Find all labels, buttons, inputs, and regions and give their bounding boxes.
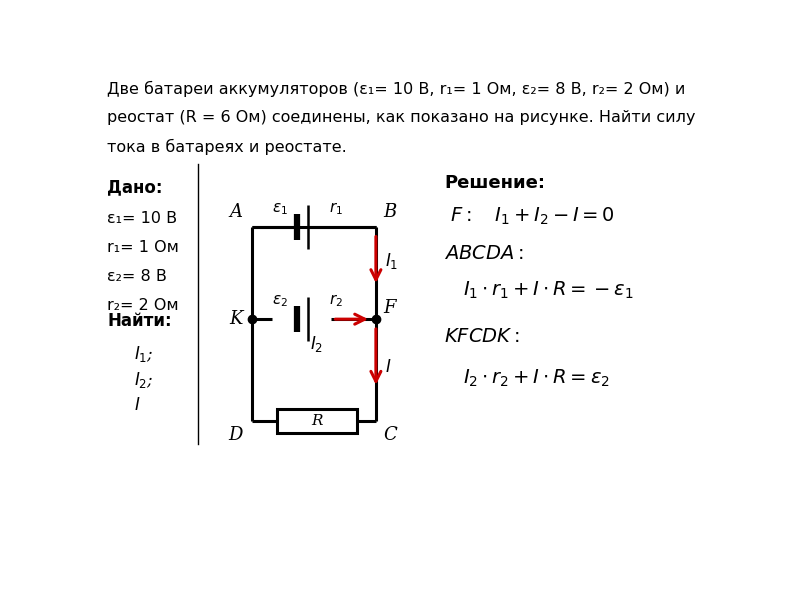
Text: $I_1 \cdot r_1 + I \cdot R = -\varepsilon_1$: $I_1 \cdot r_1 + I \cdot R = -\varepsilo… <box>462 280 634 301</box>
Text: $I_2 \cdot r_2 + I \cdot R = \varepsilon_2$: $I_2 \cdot r_2 + I \cdot R = \varepsilon… <box>462 368 610 389</box>
Text: $I$: $I$ <box>385 359 391 376</box>
Text: Найти:: Найти: <box>107 312 172 330</box>
Text: $I_1$: $I_1$ <box>385 251 398 271</box>
Text: A: A <box>230 203 242 221</box>
Text: $F: \quad I_1 + I_2 - I = 0$: $F: \quad I_1 + I_2 - I = 0$ <box>450 206 615 227</box>
Text: $\varepsilon_2$: $\varepsilon_2$ <box>272 293 288 309</box>
Text: $ABCDA:$: $ABCDA:$ <box>444 245 524 263</box>
Text: D: D <box>228 427 242 445</box>
Text: Решение:: Решение: <box>444 173 545 191</box>
Text: $r_1$: $r_1$ <box>329 200 342 217</box>
Text: тока в батареях и реостате.: тока в батареях и реостате. <box>107 139 347 155</box>
Text: $\varepsilon_1$: $\varepsilon_1$ <box>272 201 288 217</box>
Bar <box>277 409 358 433</box>
Text: K: K <box>229 310 242 328</box>
Text: $I_2$;: $I_2$; <box>134 370 154 391</box>
Text: Две батареи аккумуляторов (ε₁= 10 В, r₁= 1 Ом, ε₂= 8 В, r₂= 2 Ом) и: Две батареи аккумуляторов (ε₁= 10 В, r₁=… <box>107 81 686 97</box>
Text: R: R <box>311 414 322 428</box>
Text: Дано:: Дано: <box>107 178 163 196</box>
Text: $I_2$: $I_2$ <box>310 334 323 354</box>
Text: ε₁= 10 В: ε₁= 10 В <box>107 211 178 226</box>
Text: $I_1$;: $I_1$; <box>134 344 154 364</box>
Text: C: C <box>383 427 397 445</box>
Text: B: B <box>383 203 397 221</box>
Text: ε₂= 8 В: ε₂= 8 В <box>107 269 167 284</box>
Text: $I$: $I$ <box>134 397 141 414</box>
Text: $r_2$: $r_2$ <box>329 292 342 309</box>
Text: F: F <box>383 299 396 317</box>
Text: r₂= 2 Ом: r₂= 2 Ом <box>107 298 179 313</box>
Text: $KFCDK:$: $KFCDK:$ <box>444 328 519 346</box>
Text: r₁= 1 Ом: r₁= 1 Ом <box>107 240 179 255</box>
Text: реостат (R = 6 Ом) соединены, как показано на рисунке. Найти силу: реостат (R = 6 Ом) соединены, как показа… <box>107 110 696 125</box>
